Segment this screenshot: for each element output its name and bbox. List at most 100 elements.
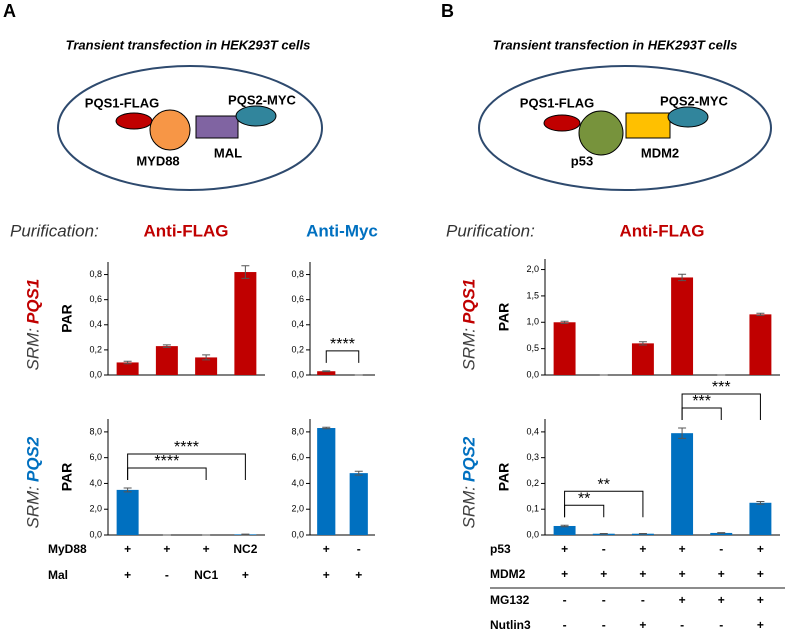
error-bar [241, 265, 250, 279]
condition-value: + [163, 542, 170, 556]
condition-value: - [719, 542, 723, 556]
significance-bracket [325, 350, 360, 363]
row-target: PQS2 [23, 436, 42, 482]
y-axis-label: PAR [496, 303, 512, 332]
bar [631, 343, 654, 375]
bar [553, 322, 576, 375]
error-bar [638, 341, 647, 346]
condition-name: Nutlin3 [490, 618, 531, 632]
diagram-label: PQS2-MYC [228, 92, 297, 107]
error-bar [123, 360, 132, 365]
diagram-label: PQS1-FLAG [85, 95, 159, 110]
condition-value: + [561, 542, 568, 556]
diagram-label: PQS2-MYC [660, 93, 729, 108]
y-tick-label: 4,0 [89, 478, 102, 488]
prey-shape [667, 106, 709, 128]
bar [671, 433, 694, 535]
condition-value: + [203, 542, 210, 556]
y-tick-label: 6,0 [291, 452, 304, 462]
error-bar [756, 500, 765, 505]
condition-value: + [679, 567, 686, 581]
bridge1-shape [578, 110, 624, 156]
condition-name: p53 [490, 542, 511, 556]
condition-value: - [680, 618, 684, 632]
bar [195, 357, 218, 375]
diagram-label: MDM2 [641, 145, 679, 160]
error-bar [560, 524, 569, 528]
condition-value: + [757, 542, 764, 556]
bar [710, 532, 733, 535]
condition-value: - [602, 593, 606, 607]
y-tick-label: 0,0 [526, 529, 539, 539]
error-bar [717, 532, 726, 534]
condition-name: MyD88 [48, 542, 87, 556]
y-tick-label: 0,4 [89, 319, 102, 329]
condition-value: + [757, 593, 764, 607]
y-tick-label: 0,8 [291, 269, 304, 279]
bar [317, 428, 336, 535]
purification-label: Purification: [10, 221, 99, 240]
y-tick-label: 8,0 [89, 426, 102, 436]
condition-value: - [641, 593, 645, 607]
error-bar [322, 370, 331, 373]
y-tick-label: 0,1 [526, 504, 539, 514]
diagram-label: MAL [214, 145, 242, 160]
bait-shape [115, 112, 153, 130]
significance-label: **** [154, 453, 179, 470]
y-tick-label: 0,4 [526, 426, 539, 436]
condition-value: + [679, 542, 686, 556]
bar [155, 346, 178, 375]
y-tick-label: 6,0 [89, 452, 102, 462]
bar [671, 277, 694, 375]
condition-value: - [602, 618, 606, 632]
error-bar [322, 426, 331, 430]
condition-name: MG132 [490, 593, 530, 607]
condition-name: MDM2 [490, 567, 526, 581]
bait-shape [543, 114, 581, 132]
diagram-label: MYD88 [136, 153, 179, 168]
error-bar [599, 532, 608, 535]
y-tick-label: 8,0 [291, 426, 304, 436]
error-bar [162, 344, 171, 348]
bar [749, 502, 772, 535]
bar [234, 272, 257, 375]
condition-value: + [639, 567, 646, 581]
row-target: PQS1 [23, 279, 42, 324]
error-bar [123, 487, 132, 493]
y-tick-label: 0,8 [89, 269, 102, 279]
condition-value: + [561, 567, 568, 581]
y-tick-label: 0,0 [526, 369, 539, 379]
condition-value: + [355, 568, 362, 582]
condition-value: + [639, 542, 646, 556]
bridge2-shape [625, 112, 671, 139]
significance-label: *** [712, 379, 731, 396]
significance-bracket [127, 453, 246, 480]
condition-name: Mal [48, 568, 68, 582]
error-bar [756, 312, 765, 316]
y-axis-label: PAR [496, 463, 512, 492]
panel-heading: Transient transfection in HEK293T cells [66, 37, 311, 52]
condition-value: NC2 [233, 542, 257, 556]
bar [317, 371, 336, 375]
condition-value: + [718, 593, 725, 607]
prey-shape [235, 105, 277, 127]
bar [553, 525, 576, 535]
bar [116, 489, 139, 535]
diagram-label: PQS1-FLAG [520, 95, 594, 110]
cell-outline [57, 65, 323, 191]
condition-value: + [757, 567, 764, 581]
condition-value: + [323, 542, 330, 556]
bridge2-shape [195, 115, 239, 139]
condition-value: + [323, 568, 330, 582]
y-tick-label: 0,0 [291, 529, 304, 539]
bar [349, 473, 368, 535]
bar [749, 314, 772, 375]
y-tick-label: 2,0 [526, 264, 539, 274]
error-bar [241, 533, 250, 536]
condition-value: - [719, 618, 723, 632]
y-tick-label: 0,5 [526, 343, 539, 353]
condition-value: - [357, 542, 361, 556]
bridge1-shape [149, 109, 191, 151]
condition-value: + [242, 568, 249, 582]
y-tick-label: 0,2 [89, 344, 102, 354]
